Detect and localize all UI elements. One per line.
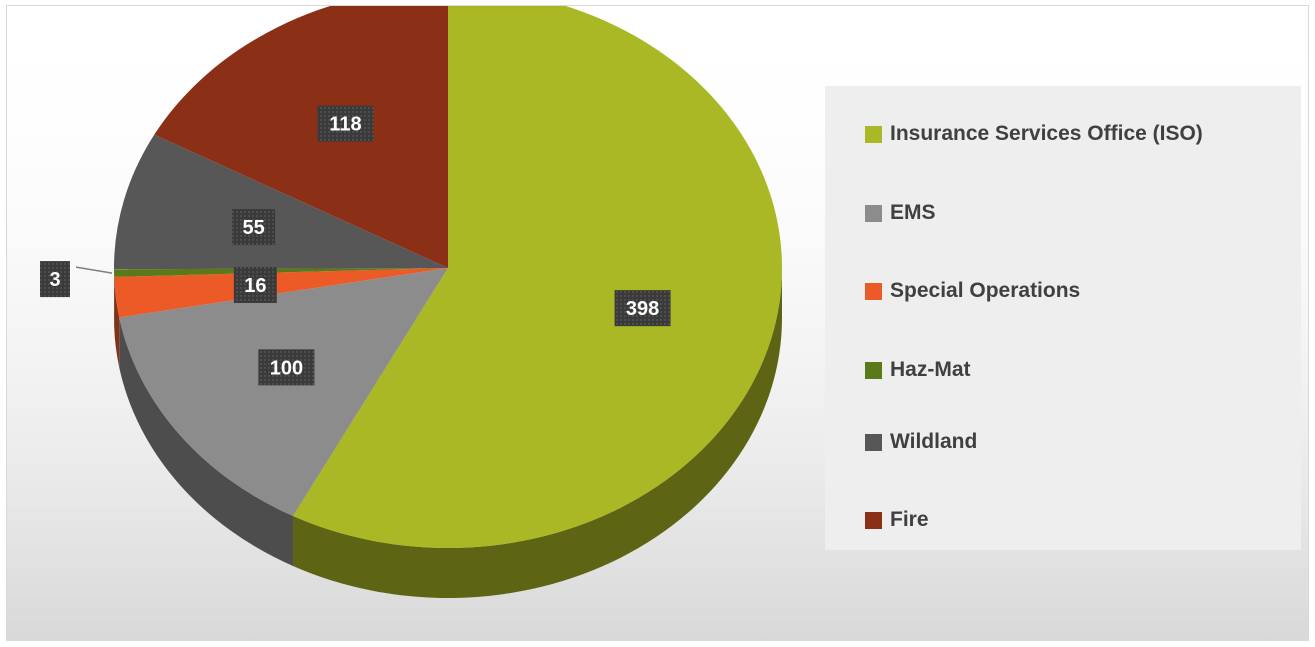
pie-slice-ems [119,268,448,517]
data-label-text-special-operations: 16 [244,275,266,297]
legend-swatch-fire [865,511,882,529]
data-label-box-special-operations [233,266,277,303]
pie-side-ems [119,317,293,567]
data-label-wildland: 55 [232,209,276,246]
leader-line-haz-mat [75,266,113,274]
pie-side-iso [292,268,782,599]
legend-item-special-operations: Special Operations [865,276,1080,306]
data-label-box-ems [258,349,315,386]
data-label-fire: 118 [317,105,374,142]
legend-item-iso: Insurance Services Office (ISO) [865,119,1203,149]
data-label-haz-mat: 3 [40,261,70,298]
legend-item-ems: EMS [865,198,936,228]
legend-label-special-operations: Special Operations [890,279,1081,302]
pie-slice-haz-mat [114,268,448,277]
data-label-iso: 398 [614,290,671,327]
data-label-box-wildland [232,209,276,246]
pie-slice-fire [154,6,448,268]
data-label-text-haz-mat: 3 [49,269,60,291]
legend-label-haz-mat: Haz-Mat [890,358,971,381]
legend-swatch-haz-mat [865,361,882,379]
data-label-text-fire: 118 [329,114,361,136]
pie-slice-wildland [113,134,448,270]
legend-label-ems: EMS [890,201,936,224]
legend-item-wildland: Wildland [865,427,977,457]
legend-swatch-special-operations [865,282,882,300]
data-label-box-fire [317,105,374,142]
legend-item-fire: Fire [865,505,929,535]
chart-area: 398 100 16 3 55 118 Insurance Services Office… [6,5,1309,641]
data-label-special-operations: 16 [233,266,277,303]
data-label-text-iso: 398 [626,298,659,320]
legend-swatch-wildland [865,433,882,451]
legend-item-haz-mat: Haz-Mat [865,355,971,385]
data-label-ems: 100 [258,349,315,386]
legend-label-fire: Fire [890,508,929,531]
legend-swatch-iso [865,125,882,143]
legend: Insurance Services Office (ISO) EMS Spec… [825,86,1301,550]
pie-slice-special-operations [114,268,449,318]
data-label-box-haz-mat [40,261,70,298]
pie-slice-iso [292,6,782,548]
pie-side-special-operations [114,276,120,368]
legend-label-iso: Insurance Services Office (ISO) [890,122,1203,145]
data-label-text-wildland: 55 [243,217,265,239]
legend-label-wildland: Wildland [890,430,978,453]
data-label-box-iso [614,290,671,327]
data-label-text-ems: 100 [270,357,303,379]
legend-swatch-ems [865,204,882,222]
